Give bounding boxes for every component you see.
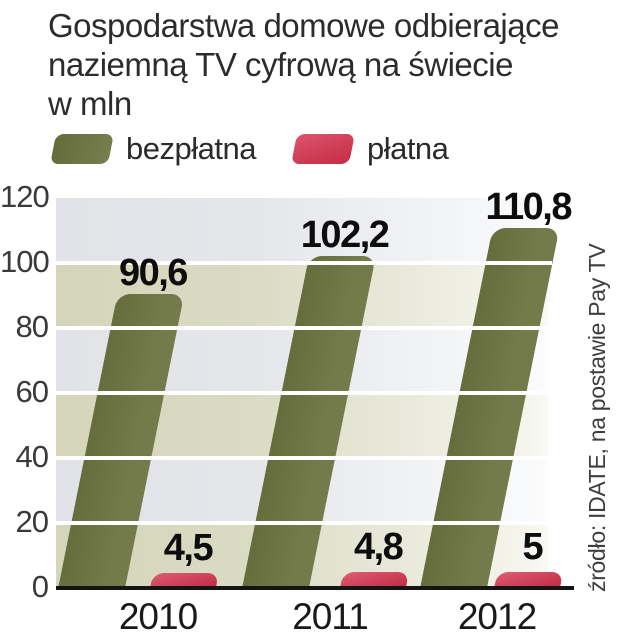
gridline-100 — [56, 261, 552, 265]
source-credit: źródło: IDATE, na postawie Pay TV — [584, 243, 610, 592]
y-axis-label-40: 40 — [15, 439, 49, 474]
x-axis-label-2011: 2011 — [292, 596, 369, 637]
y-axis-label-120: 120 — [0, 179, 50, 214]
value-label-platna-2010: 4,5 — [163, 527, 214, 570]
legend-swatch-platna-icon — [291, 134, 355, 164]
chart-title: Gospodarstwa domowe odbierające naziemną… — [48, 6, 559, 123]
legend-item-bezplatna: bezpłatna — [50, 131, 256, 167]
y-axis-label-60: 60 — [15, 374, 49, 409]
chart-title-line-2: naziemną TV cyfrową na świecie — [48, 46, 513, 83]
legend-swatch-bezplatna-icon — [50, 134, 114, 164]
value-label-bezplatna-2012: 110,8 — [485, 185, 572, 228]
y-axis-label-80: 80 — [15, 309, 49, 344]
x-axis-label-2012: 2012 — [457, 596, 537, 637]
plot-band — [56, 198, 548, 263]
value-label-bezplatna-2010: 90,6 — [118, 251, 188, 294]
gridline-60 — [56, 391, 552, 395]
value-label-platna-2011: 4,8 — [353, 526, 404, 569]
gridline-80 — [56, 326, 552, 330]
legend-label-bezplatna: bezpłatna — [126, 131, 256, 166]
legend-item-platna: płatna — [291, 131, 449, 167]
y-axis-label-100: 100 — [0, 244, 50, 279]
x-axis-label-2010: 2010 — [118, 596, 198, 637]
value-label-platna-2012: 5 — [522, 525, 543, 568]
chart-title-line-1: Gospodarstwa domowe odbierające — [48, 7, 559, 44]
gridline-20 — [56, 521, 552, 525]
gridline-40 — [56, 456, 552, 460]
legend-label-platna: płatna — [366, 131, 449, 166]
y-axis-label-0: 0 — [31, 569, 49, 604]
x-axis-line — [56, 586, 574, 590]
value-label-bezplatna-2011: 102,2 — [300, 213, 390, 256]
chart-title-line-3: w mln — [48, 85, 132, 122]
legend: bezpłatna płatna — [50, 131, 449, 167]
y-axis-label-20: 20 — [15, 504, 49, 539]
